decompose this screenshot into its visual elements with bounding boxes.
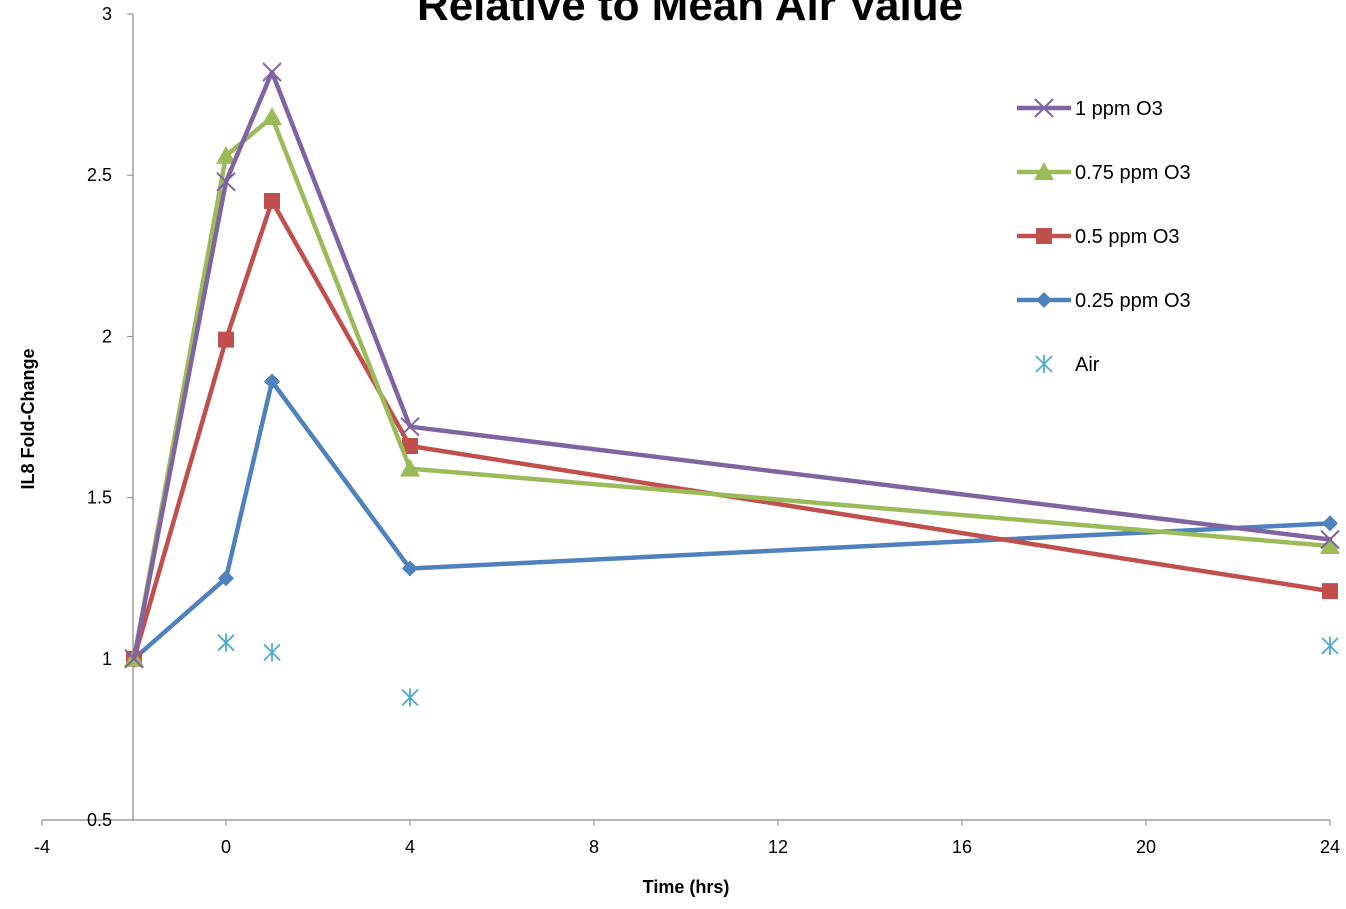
y-tick-label: 1.5 — [87, 488, 112, 508]
legend-marker — [1036, 292, 1052, 308]
data-point — [216, 171, 236, 192]
data-point — [216, 145, 236, 164]
y-tick-label: 3 — [102, 4, 112, 24]
y-tick-label: 1 — [102, 649, 112, 669]
legend: 1 ppm O3 0.75 ppm O3 0.5 ppm O3 0.25 ppm O3… — [1017, 98, 1191, 376]
y-tick-label: 2 — [102, 326, 112, 346]
data-point — [217, 633, 235, 652]
data-point — [400, 416, 420, 437]
data-point — [264, 192, 280, 209]
legend-item: Air — [1035, 354, 1100, 376]
x-tick-label: 24 — [1320, 837, 1340, 857]
legend-label: 0.75 ppm O3 — [1075, 162, 1191, 184]
x-tick-label: 4 — [405, 837, 415, 857]
series-layer — [124, 62, 1340, 707]
chart-title: Relative to Mean Air Value — [417, 0, 963, 30]
series-line — [131, 69, 1331, 660]
data-point — [1322, 583, 1338, 600]
data-point — [1321, 636, 1339, 655]
legend-marker — [1036, 228, 1052, 244]
y-tick-labels: 0.5 1 1.5 2 2.5 3 — [87, 4, 133, 830]
x-tick-label: 16 — [952, 837, 972, 857]
axes — [42, 14, 1330, 821]
legend-marker — [1035, 355, 1053, 373]
x-tick-label: 8 — [589, 837, 599, 857]
legend-label: 0.25 ppm O3 — [1075, 290, 1191, 312]
y-axis-label: IL8 Fold-Change — [18, 349, 38, 490]
data-point — [262, 107, 282, 126]
data-point — [400, 458, 420, 477]
series-air — [125, 633, 1339, 707]
data-point — [262, 62, 282, 82]
legend-label: Air — [1075, 354, 1100, 376]
legend-label: 1 ppm O3 — [1075, 98, 1163, 120]
legend-marker — [1034, 98, 1054, 118]
data-point — [401, 688, 419, 707]
legend-item: 0.5 ppm O3 — [1017, 226, 1180, 248]
series-0-75-ppm-o3 — [124, 107, 1340, 667]
data-point — [124, 649, 144, 669]
data-point — [264, 373, 280, 390]
data-point — [1322, 515, 1338, 532]
data-point — [263, 643, 281, 662]
x-tick-labels: -4 0 4 8 12 16 20 24 — [34, 820, 1340, 857]
legend-item: 0.25 ppm O3 — [1017, 290, 1191, 312]
series-line — [131, 114, 1331, 660]
y-tick-label: 0.5 — [87, 810, 112, 830]
data-point — [218, 570, 234, 587]
x-tick-label: 0 — [221, 837, 231, 857]
data-point — [402, 438, 418, 455]
x-tick-label: -4 — [34, 837, 50, 857]
legend-label: 0.5 ppm O3 — [1075, 226, 1180, 248]
x-tick-label: 12 — [768, 837, 788, 857]
legend-item: 1 ppm O3 — [1017, 98, 1163, 120]
legend-item: 0.75 ppm O3 — [1017, 162, 1191, 184]
data-point — [1320, 529, 1340, 550]
data-point — [1320, 535, 1340, 554]
series-line — [132, 379, 1331, 661]
legend-marker — [1034, 162, 1054, 180]
x-axis-label: Time (hrs) — [643, 877, 730, 897]
data-point — [218, 331, 234, 348]
series-line — [131, 198, 1331, 660]
x-tick-label: 20 — [1136, 837, 1156, 857]
data-point — [402, 560, 418, 577]
y-tick-label: 2.5 — [87, 165, 112, 185]
series-1-ppm-o3 — [124, 62, 1340, 669]
